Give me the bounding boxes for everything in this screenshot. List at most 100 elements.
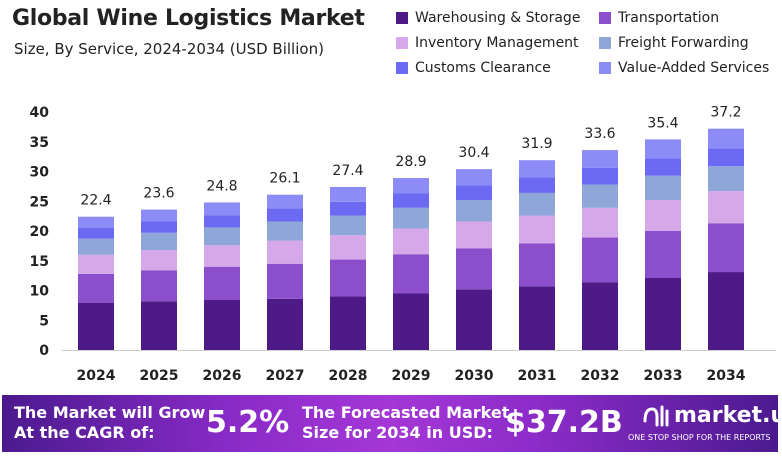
chart-plot: 051015202530354022.4202423.6202524.82026… xyxy=(30,105,776,384)
legend-item: Warehousing & Storage xyxy=(396,10,580,26)
legend-swatch xyxy=(599,12,611,24)
bar-segment-transportation xyxy=(708,223,744,273)
bar-segment-customs-clearance xyxy=(645,158,681,176)
cagr-label-line2: At the CAGR of: xyxy=(14,423,155,442)
legend-label: Inventory Management xyxy=(415,35,579,51)
bar-segment-transportation xyxy=(267,263,303,299)
legend-swatch xyxy=(396,12,408,24)
legend-item: Value-Added Services xyxy=(599,60,769,76)
bar-segment-inventory-management xyxy=(519,215,555,244)
bar-segment-customs-clearance xyxy=(204,215,240,228)
bar-segment-freight-forwarding xyxy=(708,166,744,192)
bar-segment-freight-forwarding xyxy=(519,192,555,216)
bar-segment-transportation xyxy=(141,270,177,302)
forecast-label-line1: The Forecasted Market xyxy=(302,403,510,422)
bar-segment-value-added-services xyxy=(78,216,114,229)
forecast-label: The Forecasted Market Size for 2034 in U… xyxy=(302,403,509,443)
bar-segment-value-added-services xyxy=(708,128,744,149)
y-tick-label: 0 xyxy=(39,343,49,359)
legend-item: Customs Clearance xyxy=(396,60,551,76)
bar-segment-inventory-management xyxy=(267,240,303,264)
x-tick-label: 2031 xyxy=(518,368,557,384)
logo-text: market.us xyxy=(674,403,782,428)
bar-segment-freight-forwarding xyxy=(330,215,366,236)
y-tick-label: 20 xyxy=(30,224,50,240)
x-tick-label: 2027 xyxy=(266,368,305,384)
bar-segment-inventory-management xyxy=(708,191,744,224)
bar-segment-inventory-management xyxy=(393,228,429,255)
bar-segment-value-added-services xyxy=(267,194,303,209)
y-tick-label: 25 xyxy=(30,194,49,210)
bar-segment-transportation xyxy=(78,273,114,303)
bar-segment-transportation xyxy=(519,243,555,287)
bar-segment-freight-forwarding xyxy=(141,232,177,251)
legend-label: Transportation xyxy=(618,10,720,26)
bar-segment-customs-clearance xyxy=(582,167,618,185)
legend-label: Warehousing & Storage xyxy=(415,10,581,26)
bar-segment-value-added-services xyxy=(330,186,366,202)
bar-segment-transportation xyxy=(393,254,429,294)
marketus-logo-icon xyxy=(643,405,669,427)
bar-segment-value-added-services xyxy=(393,178,429,194)
total-data-label: 27.4 xyxy=(332,163,363,179)
legend-label: Value-Added Services xyxy=(618,60,770,76)
bar-segment-customs-clearance xyxy=(708,148,744,167)
bar-segment-transportation xyxy=(330,259,366,297)
bar-segment-inventory-management xyxy=(456,221,492,249)
legend-swatch xyxy=(599,37,611,49)
logo-tagline: ONE STOP SHOP FOR THE REPORTS xyxy=(628,433,771,442)
legend-item: Inventory Management xyxy=(396,35,579,51)
x-tick-label: 2030 xyxy=(455,368,494,384)
bar-segment-value-added-services xyxy=(645,139,681,159)
bar-segment-transportation xyxy=(204,266,240,301)
x-tick-label: 2026 xyxy=(203,368,242,384)
bar-segment-warehousing-storage xyxy=(393,293,429,350)
bar-segment-customs-clearance xyxy=(456,185,492,201)
y-tick-label: 10 xyxy=(30,284,50,300)
cagr-value: 5.2% xyxy=(206,405,290,440)
total-data-label: 26.1 xyxy=(269,171,300,187)
forecast-label-line2: Size for 2034 in USD: xyxy=(302,423,493,442)
bar-segment-transportation xyxy=(582,237,618,283)
bar-segment-inventory-management xyxy=(645,200,681,231)
bar-segment-value-added-services xyxy=(519,160,555,178)
bar-segment-transportation xyxy=(645,231,681,279)
bar-segment-warehousing-storage xyxy=(708,272,744,350)
bar-segment-freight-forwarding xyxy=(267,221,303,241)
bar-segment-customs-clearance xyxy=(330,201,366,216)
legend-item: Freight Forwarding xyxy=(599,35,749,51)
legend-label: Freight Forwarding xyxy=(618,35,749,51)
y-tick-label: 40 xyxy=(30,105,50,121)
total-data-label: 37.2 xyxy=(710,105,741,121)
bar-segment-warehousing-storage xyxy=(456,289,492,350)
x-tick-label: 2033 xyxy=(644,368,683,384)
legend-swatch xyxy=(599,62,611,74)
total-data-label: 33.6 xyxy=(584,126,615,142)
bar-segment-freight-forwarding xyxy=(456,200,492,222)
y-tick-label: 30 xyxy=(30,165,50,181)
legend-swatch xyxy=(396,37,408,49)
total-data-label: 30.4 xyxy=(458,145,489,161)
x-tick-label: 2032 xyxy=(581,368,620,384)
legend-label: Customs Clearance xyxy=(415,60,551,76)
chart-title: Global Wine Logistics Market xyxy=(12,6,365,31)
y-tick-label: 35 xyxy=(30,135,49,151)
bar-segment-inventory-management xyxy=(204,245,240,267)
total-data-label: 23.6 xyxy=(143,186,174,202)
bar-segment-customs-clearance xyxy=(141,221,177,233)
bar-segment-inventory-management xyxy=(582,207,618,238)
cagr-label-line1: The Market will Grow xyxy=(14,403,206,422)
bar-segment-warehousing-storage xyxy=(582,282,618,350)
footer-banner: The Market will Grow At the CAGR of: 5.2… xyxy=(2,395,782,452)
bar-segment-freight-forwarding xyxy=(645,175,681,201)
bar-segment-transportation xyxy=(456,248,492,290)
bar-segment-customs-clearance xyxy=(393,193,429,208)
total-data-label: 28.9 xyxy=(395,154,426,170)
bar-segment-value-added-services xyxy=(204,202,240,216)
bar-segment-value-added-services xyxy=(582,150,618,168)
total-data-label: 22.4 xyxy=(80,193,111,209)
y-tick-label: 15 xyxy=(30,254,49,270)
marketus-logo: market.us xyxy=(642,403,782,429)
bar-segment-freight-forwarding xyxy=(393,207,429,229)
total-data-label: 35.4 xyxy=(647,115,678,131)
